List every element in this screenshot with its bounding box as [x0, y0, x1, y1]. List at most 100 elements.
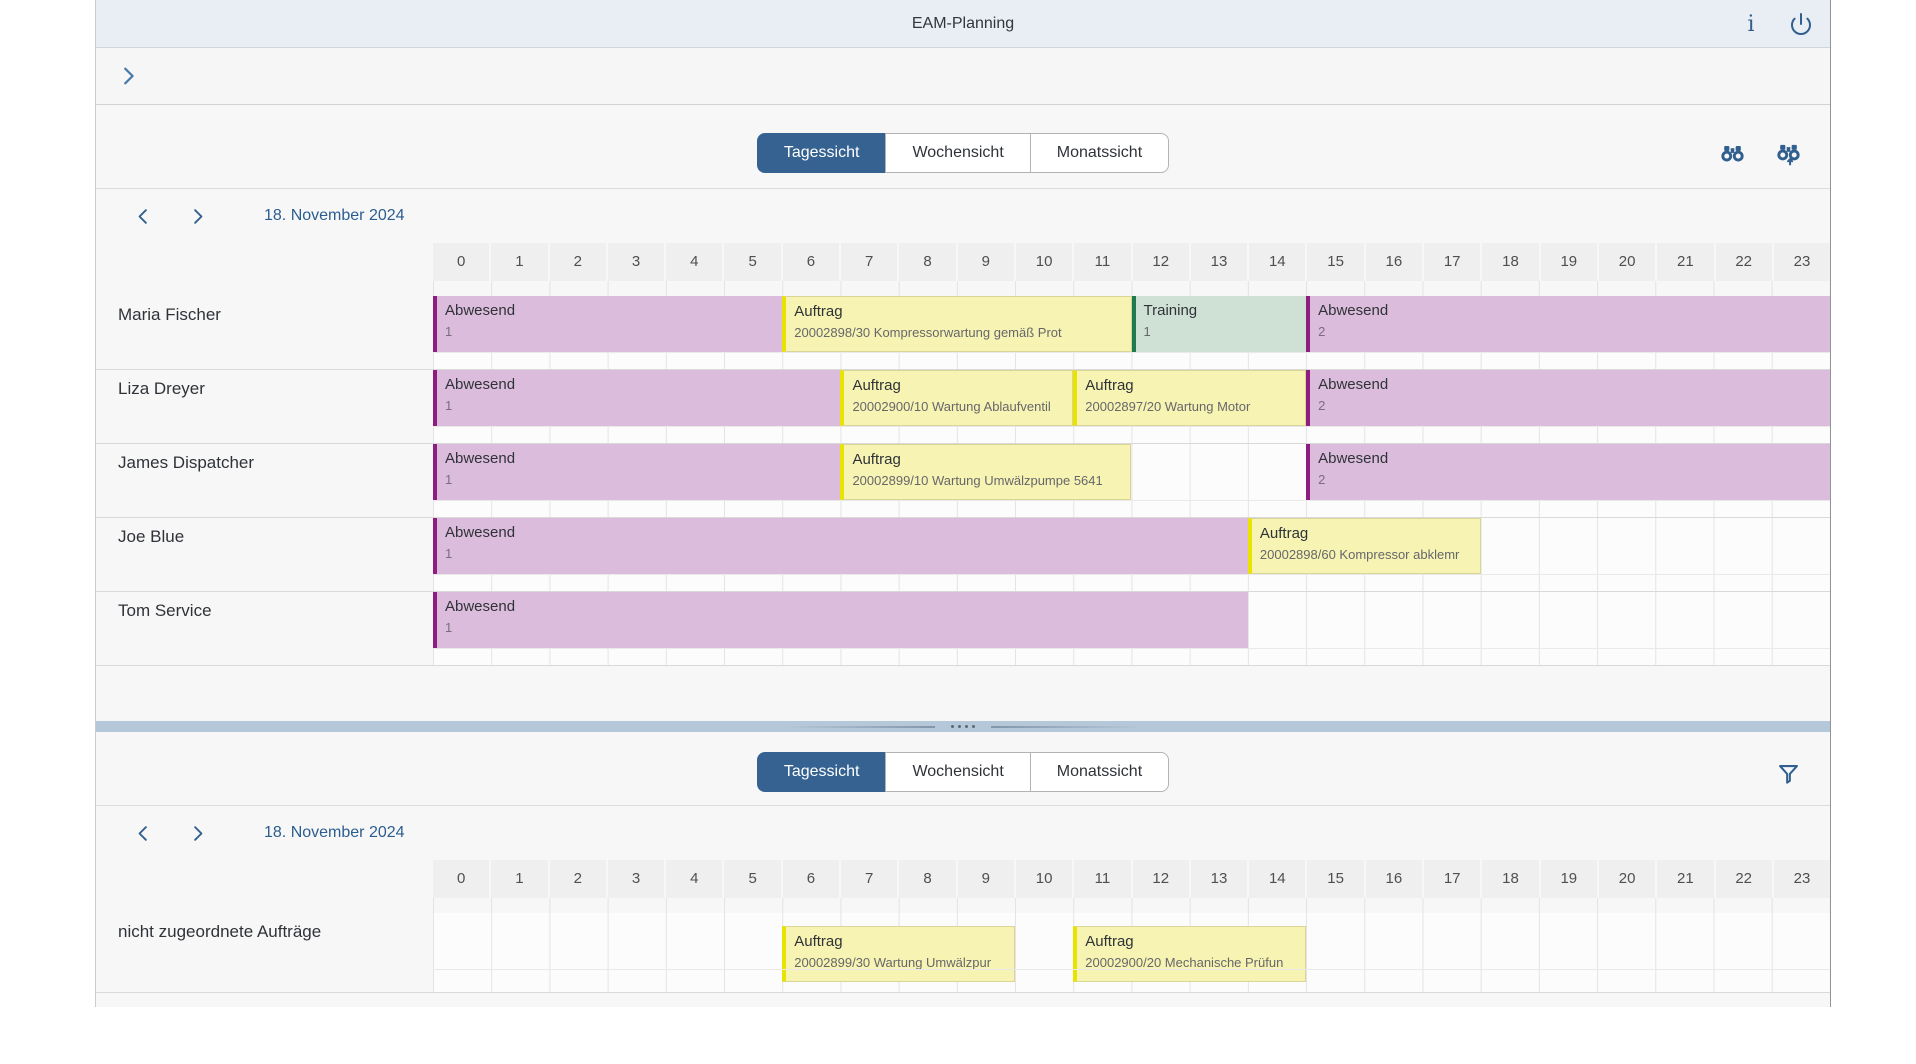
- bar-title: Auftrag: [794, 933, 843, 950]
- power-icon[interactable]: [1786, 9, 1816, 39]
- info-icon[interactable]: i: [1736, 9, 1766, 39]
- tab-wochensicht[interactable]: Wochensicht: [885, 751, 1030, 792]
- gantt-chart: 0 1 2 3 4 5 6 7 8 9 10 11 12 13 14 15 16 17 18 19 20 21 22 23 n…: [96, 860, 1830, 993]
- bar-subtitle: 2: [1318, 472, 1326, 487]
- hour-label: 2: [549, 860, 606, 898]
- absence-bar[interactable]: Abwesend 2: [1306, 370, 1830, 426]
- gantt-row: Liza Dreyer Abwesend 1 Auftrag 20002900/10 W…: [96, 370, 1830, 444]
- expand-sidebar-icon[interactable]: [112, 60, 144, 92]
- tab-tagessicht[interactable]: Tagessicht: [756, 751, 886, 792]
- hour-label: 11: [1074, 243, 1131, 281]
- bar-subtitle: 20002899/10 Wartung Umwälzpumpe 5641: [852, 473, 1103, 488]
- order-bar[interactable]: Auftrag 20002899/30 Wartung Umwälzpur: [782, 926, 1016, 982]
- hour-label: 4: [666, 243, 723, 281]
- order-bar[interactable]: Auftrag 20002899/10 Wartung Umwälzpumpe 5…: [840, 444, 1132, 500]
- absence-bar[interactable]: Abwesend 1: [433, 444, 841, 500]
- next-day-button[interactable]: [182, 818, 212, 848]
- hour-label: 1: [491, 243, 548, 281]
- bar-title: Auftrag: [1259, 525, 1309, 542]
- svg-text:i: i: [1747, 12, 1754, 36]
- shell-actions: i: [1716, 0, 1816, 48]
- order-bar[interactable]: Auftrag 20002900/10 Wartung Ablaufventil: [840, 370, 1074, 426]
- find-icon[interactable]: [1716, 137, 1748, 169]
- order-bar[interactable]: Auftrag 20002897/20 Wartung Motor: [1073, 370, 1307, 426]
- hour-label: 2: [549, 243, 606, 281]
- tick-strip: [96, 281, 1830, 296]
- hour-label: 6: [782, 243, 840, 281]
- bar-title: Abwesend: [445, 598, 516, 615]
- bar-title: Abwesend: [445, 450, 516, 467]
- hour-label: 10: [1015, 860, 1073, 898]
- next-day-button[interactable]: [182, 201, 212, 231]
- hour-label: 20: [1598, 860, 1656, 898]
- previous-day-button[interactable]: [128, 818, 158, 848]
- row-label: Liza Dreyer: [118, 379, 205, 398]
- previous-day-button[interactable]: [128, 201, 158, 231]
- order-bar[interactable]: Auftrag 20002898/30 Kompressorwartung gem…: [782, 296, 1132, 352]
- view-switch-bar: Tagessicht Wochensicht Monatssicht: [96, 732, 1830, 806]
- hour-axis: 0 1 2 3 4 5 6 7 8 9 10 11 12 13 14 15 16 17 18 19 20 21 22 23: [96, 860, 1830, 898]
- resource-planning-panel: Tagessicht Wochensicht Monatssicht 18. Nov…: [96, 105, 1830, 721]
- hour-label: 22: [1715, 860, 1772, 898]
- hour-label: 1: [491, 860, 548, 898]
- tab-wochensicht[interactable]: Wochensicht: [885, 132, 1030, 173]
- tab-tagessicht[interactable]: Tagessicht: [756, 132, 886, 173]
- splitter-line-left: [785, 725, 935, 728]
- app-title: EAM-Planning: [911, 14, 1015, 32]
- date-navigation: 18. November 2024: [96, 189, 1830, 243]
- bar-subtitle: 20002899/30 Wartung Umwälzpur: [794, 955, 992, 970]
- row-label: James Dispatcher: [118, 453, 255, 472]
- training-bar[interactable]: Training 1: [1131, 296, 1307, 352]
- tab-monatssicht[interactable]: Monatssicht: [1029, 132, 1170, 173]
- row-timeline: Abwesend 1 Auftrag 20002899/10 Wartung Umwä…: [433, 444, 1830, 517]
- bar-title: Abwesend: [1318, 376, 1389, 393]
- bar-subtitle: 1: [445, 620, 453, 635]
- hour-label: 5: [724, 860, 781, 898]
- bar-title: Auftrag: [852, 377, 901, 394]
- panel-filler: [96, 666, 1830, 721]
- absence-bar[interactable]: Abwesend 2: [1306, 444, 1830, 500]
- hour-label: 14: [1249, 243, 1306, 281]
- filter-icon[interactable]: [1772, 759, 1804, 791]
- row-label: nicht zugeordnete Aufträge: [118, 922, 322, 941]
- bar-title: Auftrag: [794, 303, 843, 320]
- hour-label: 4: [666, 860, 723, 898]
- gantt-row: James Dispatcher Abwesend 1 Auftrag 20002899…: [96, 444, 1830, 518]
- absence-bar[interactable]: Abwesend 1: [433, 518, 1248, 574]
- bar-subtitle: 1: [445, 546, 453, 561]
- order-bar[interactable]: Auftrag 20002900/20 Mechanische Prüfun: [1073, 926, 1307, 982]
- bar-subtitle: 20002898/30 Kompressorwartung gemäß Prot: [794, 325, 1062, 340]
- hour-label: 12: [1132, 860, 1189, 898]
- absence-bar[interactable]: Abwesend 2: [1306, 296, 1830, 352]
- absence-bar[interactable]: Abwesend 1: [433, 296, 783, 352]
- axis-corner: [96, 243, 433, 281]
- absence-bar[interactable]: Abwesend 1: [433, 592, 1248, 648]
- hour-label: 21: [1657, 243, 1714, 281]
- hour-label: 17: [1424, 243, 1481, 281]
- hour-label: 9: [957, 860, 1014, 898]
- hour-label: 22: [1715, 243, 1772, 281]
- tab-monatssicht[interactable]: Monatssicht: [1029, 751, 1170, 792]
- splitter-line-right: [991, 725, 1141, 728]
- find-next-icon[interactable]: [1772, 137, 1804, 169]
- hour-label: 21: [1657, 860, 1714, 898]
- panel-splitter[interactable]: [96, 721, 1830, 732]
- hour-label: 9: [957, 243, 1014, 281]
- hour-label: 16: [1365, 243, 1423, 281]
- panel-filler: [96, 993, 1830, 1006]
- gantt-row: Joe Blue Abwesend 1 Auftrag 20002898/60 Komp…: [96, 518, 1830, 592]
- segmented-buttons: Tagessicht Wochensicht Monatssicht: [756, 751, 1170, 792]
- order-bar[interactable]: Auftrag 20002898/60 Kompressor abklemr: [1247, 518, 1481, 574]
- bar-title: Auftrag: [1085, 933, 1134, 950]
- hour-label: 0: [433, 860, 490, 898]
- hour-label: 18: [1482, 860, 1539, 898]
- tick-strip: [96, 898, 1830, 913]
- panel-toolbar-icons: [1692, 105, 1804, 188]
- gantt-row: Maria Fischer Abwesend 1 Auftrag 20002898/30…: [96, 296, 1830, 370]
- bar-subtitle: 2: [1318, 398, 1326, 413]
- hour-label: 0: [433, 243, 490, 281]
- row-timeline: Abwesend 1 Auftrag 20002898/60 Kompressor a…: [433, 518, 1830, 591]
- absence-bar[interactable]: Abwesend 1: [433, 370, 841, 426]
- bar-title: Auftrag: [852, 451, 901, 468]
- gantt-row: Tom Service Abwesend 1: [96, 592, 1830, 666]
